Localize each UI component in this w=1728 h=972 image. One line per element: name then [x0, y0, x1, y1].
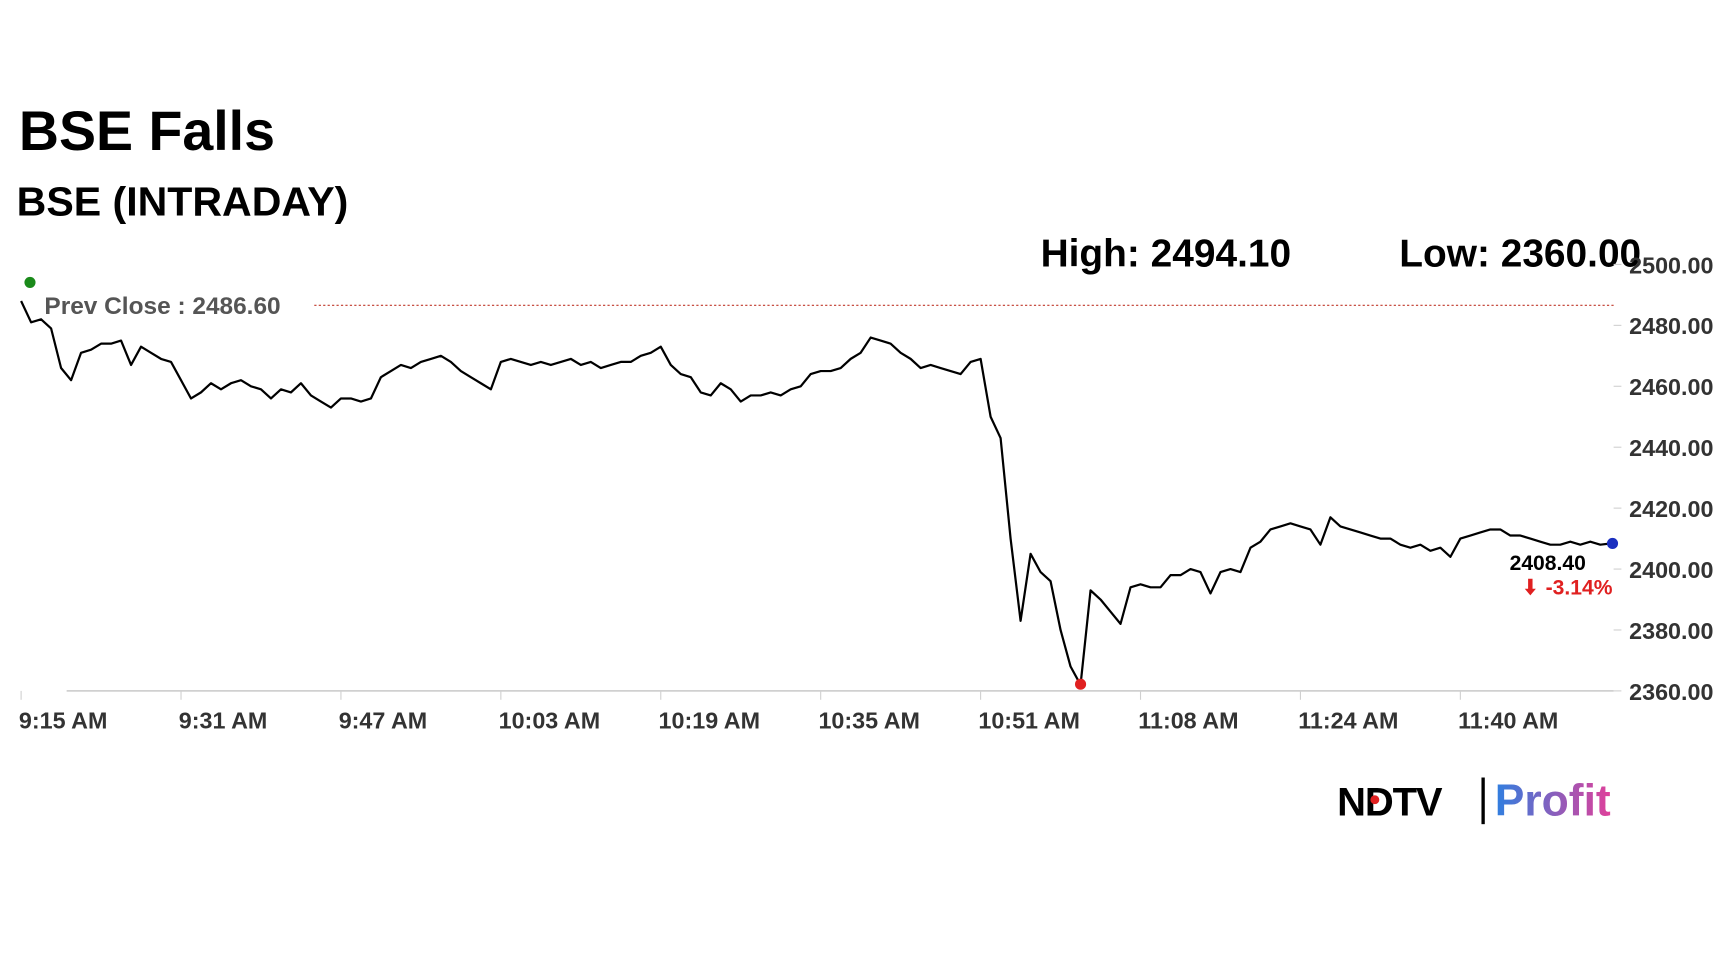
x-tick-label: 10:35 AM — [818, 708, 919, 734]
y-tick-label: 2500.00 — [1629, 252, 1713, 278]
logo-divider — [1481, 777, 1485, 825]
y-tick-label: 2380.00 — [1629, 618, 1713, 644]
high-label: High: 2494.10 — [1041, 233, 1292, 276]
y-tick-label: 2480.00 — [1629, 313, 1713, 339]
y-tick-label: 2400.00 — [1629, 557, 1713, 583]
x-tick-label: 9:15 AM — [19, 708, 108, 734]
x-tick-label: 10:03 AM — [499, 708, 600, 734]
y-tick-label: 2460.00 — [1629, 374, 1713, 400]
y-tick-label: 2420.00 — [1629, 496, 1713, 522]
y-tick-label: 2360.00 — [1629, 679, 1713, 705]
low-label: Low: 2360.00 — [1399, 233, 1641, 276]
low-marker — [1075, 678, 1087, 690]
logo: NDTV Profit — [1337, 776, 1611, 825]
chart-title: BSE Falls — [19, 100, 275, 162]
change-arrow — [1524, 578, 1536, 596]
x-tick-label: 11:08 AM — [1138, 708, 1238, 734]
chart-subtitle: BSE (INTRADAY) — [17, 179, 349, 225]
y-tick-label: 2440.00 — [1629, 435, 1713, 461]
logo-dot — [1370, 795, 1380, 805]
logo-ndtv: NDTV — [1337, 780, 1443, 824]
x-tick-label: 11:24 AM — [1298, 708, 1398, 734]
last-marker — [1606, 537, 1619, 550]
x-tick-label: 11:40 AM — [1458, 708, 1558, 734]
price-line — [20, 300, 1611, 686]
last-value-label: 2408.40 — [1510, 552, 1586, 575]
x-tick-label: 10:51 AM — [978, 708, 1079, 734]
x-tick-label: 9:31 AM — [179, 708, 268, 734]
change-label: -3.14% — [1546, 576, 1613, 599]
prev-close-label: Prev Close : 2486.60 — [44, 293, 280, 320]
high-marker — [24, 276, 36, 288]
x-tick-label: 9:47 AM — [339, 708, 428, 734]
x-tick-label: 10:19 AM — [659, 708, 761, 734]
logo-profit: Profit — [1495, 776, 1611, 825]
